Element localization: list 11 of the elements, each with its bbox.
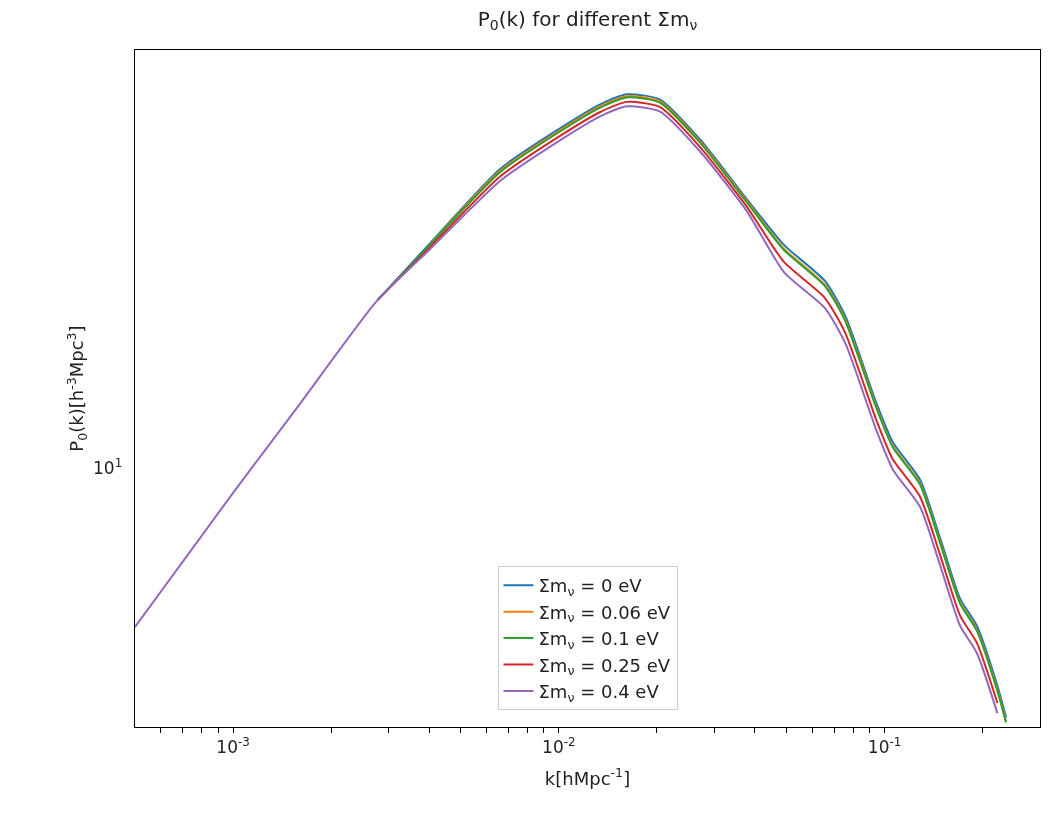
legend-label: Σm$_{ν}$ = 0 eV — [538, 575, 643, 600]
x-tick-label: 10$^{-1}$ — [867, 735, 902, 758]
chart-title: P$_{0}$(k) for different Σm$_{ν}$ — [477, 7, 698, 34]
x-tick-label: 10$^{-2}$ — [542, 735, 576, 758]
x-tick-label: 10$^{-3}$ — [216, 735, 250, 758]
text: 10$^{1}$ — [93, 456, 123, 479]
legend-label: Σm$_{ν}$ = 0.06 eV — [538, 601, 671, 626]
legend-label: Σm$_{ν}$ = 0.4 eV — [538, 680, 660, 705]
legend-label: Σm$_{ν}$ = 0.1 eV — [538, 628, 660, 652]
x-axis-title: k[hMpc$^{-1}$] — [544, 764, 631, 789]
legend-label: Σm$_{ν}$ = 0.25 eV — [538, 654, 671, 679]
